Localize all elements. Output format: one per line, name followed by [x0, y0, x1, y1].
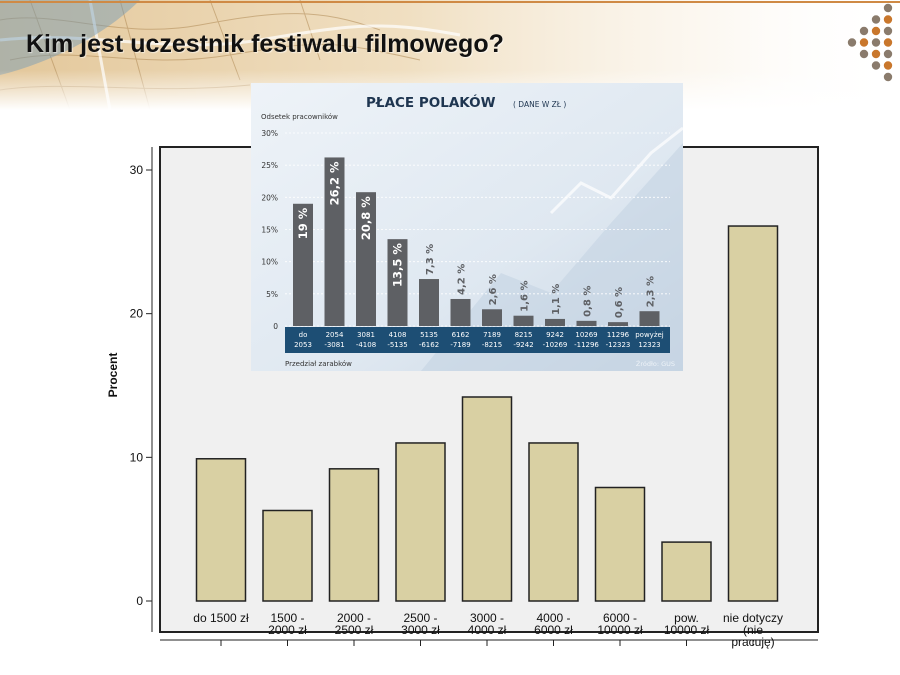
inset-x-axis-label: Przedział zarabków: [285, 360, 352, 368]
inset-bar: [639, 311, 660, 326]
x-tick-label: 1500 -2000 zł: [268, 611, 307, 637]
inset-x-tick-label: 9242 -10269: [543, 331, 568, 349]
inset-bar: [387, 239, 408, 326]
inset-x-tick-label: 8215 -9242: [513, 331, 533, 349]
y-axis-label: Procent: [106, 353, 120, 398]
inset-value-label: 19 %: [296, 207, 310, 239]
dot: [871, 26, 881, 36]
inset-value-label: 1,6 %: [520, 280, 531, 311]
dot: [871, 49, 881, 59]
dot: [883, 15, 893, 24]
inset-bar: [356, 192, 376, 326]
dot: [883, 61, 893, 70]
inset-y-axis-label: Odsetek pracowników: [261, 113, 338, 121]
inset-y-tick-label: 15%: [261, 226, 278, 235]
bar: [594, 486, 646, 602]
dot: [871, 15, 881, 24]
x-tick-label: nie dotyczy (nie pracuję): [723, 611, 783, 649]
dots-decoration: [847, 3, 893, 82]
bar: [727, 225, 779, 602]
dot: [871, 38, 881, 47]
inset-x-tick-label: 5135 -6162: [419, 331, 439, 349]
x-tick-label: 6000 -10000 zł: [597, 611, 643, 637]
inset-x-tick-label: 4108 -5135: [387, 331, 407, 349]
inset-value-label: 4,2 %: [457, 264, 468, 295]
y-tick-label: 10: [130, 450, 144, 464]
dot: [847, 38, 857, 47]
x-tick-label: do 1500 zł: [193, 611, 249, 625]
inset-value-label: 2,6 %: [488, 274, 499, 305]
inset-category-band: [285, 327, 670, 353]
inset-x-tick-label: do 2053: [294, 331, 312, 349]
inset-value-label: 0,8 %: [583, 286, 594, 317]
x-tick-label: 2000 -2500 zł: [335, 611, 374, 637]
bar: [262, 509, 313, 602]
inset-x-tick-label: 11296 -12323: [606, 331, 631, 349]
y-tick-label: 30: [130, 163, 144, 177]
bar: [661, 541, 712, 602]
inset-x-tick-label: powyżej 12323: [635, 331, 664, 349]
bar: [528, 442, 579, 602]
inset-value-label: 26,2 %: [328, 161, 342, 205]
dot: [859, 49, 869, 59]
inset-value-label: 13,5 %: [391, 243, 405, 287]
dot: [883, 38, 893, 47]
inset-bar: [576, 320, 597, 326]
inset-x-tick-label: 3081 -4108: [356, 331, 376, 349]
bar: [461, 396, 513, 602]
inset-y-tick-label: 25%: [261, 161, 278, 170]
inset-bar: [419, 279, 439, 326]
dot: [883, 72, 893, 82]
inset-x-tick-label: 7189 -8215: [482, 331, 502, 349]
inset-source: Źródło: GUS: [636, 359, 675, 368]
inset-value-label: 7,3 %: [425, 244, 436, 275]
inset-subtitle: ( DANE W ZŁ ): [513, 100, 566, 109]
inset-value-label: 20,8 %: [359, 196, 373, 240]
inset-bar: [513, 315, 534, 326]
inset-value-label: 0,6 %: [614, 287, 625, 318]
y-tick-label: 20: [130, 307, 144, 321]
inset-bar: [482, 309, 502, 326]
inset-wage-infographic: PŁACE POLAKÓW ( DANE W ZŁ ) Odsetek prac…: [251, 83, 683, 371]
bar: [395, 442, 446, 602]
x-tick-label: 3000 -4000 zł: [468, 611, 507, 637]
slide-title: Kim jest uczestnik festiwalu filmowego?: [26, 30, 504, 58]
inset-bar: [324, 157, 345, 326]
inset-y-tick-label: 5%: [266, 290, 278, 299]
bar: [195, 458, 247, 602]
dot: [883, 26, 893, 36]
dot: [871, 61, 881, 70]
inset-x-tick-label: 10269 -11296: [574, 331, 599, 349]
inset-value-label: 1,1 %: [551, 284, 562, 315]
inset-y-tick-label: 0: [273, 322, 278, 331]
bar: [328, 468, 380, 602]
x-tick-label: 4000 -6000 zł: [534, 611, 573, 637]
inset-bar: [608, 322, 628, 326]
y-tick-label: 0: [136, 594, 143, 608]
x-tick-label: pow. 10000 zł: [664, 611, 710, 637]
inset-bar: [450, 298, 471, 326]
inset-y-tick-label: 20%: [261, 193, 278, 202]
inset-value-label: 2,3 %: [646, 276, 657, 307]
inset-bar: [545, 318, 565, 326]
dot: [859, 38, 869, 47]
inset-x-tick-label: 2054 -3081: [324, 331, 344, 349]
inset-y-tick-label: 30%: [261, 129, 278, 138]
dot: [883, 3, 893, 13]
dot: [859, 26, 869, 36]
dot: [883, 49, 893, 59]
x-tick-label: 2500 -3000 zł: [401, 611, 440, 637]
inset-bar: [293, 203, 313, 326]
inset-x-tick-label: 6162 -7189: [450, 331, 470, 349]
inset-y-tick-label: 10%: [261, 258, 278, 267]
inset-title: PŁACE POLAKÓW: [366, 93, 496, 111]
